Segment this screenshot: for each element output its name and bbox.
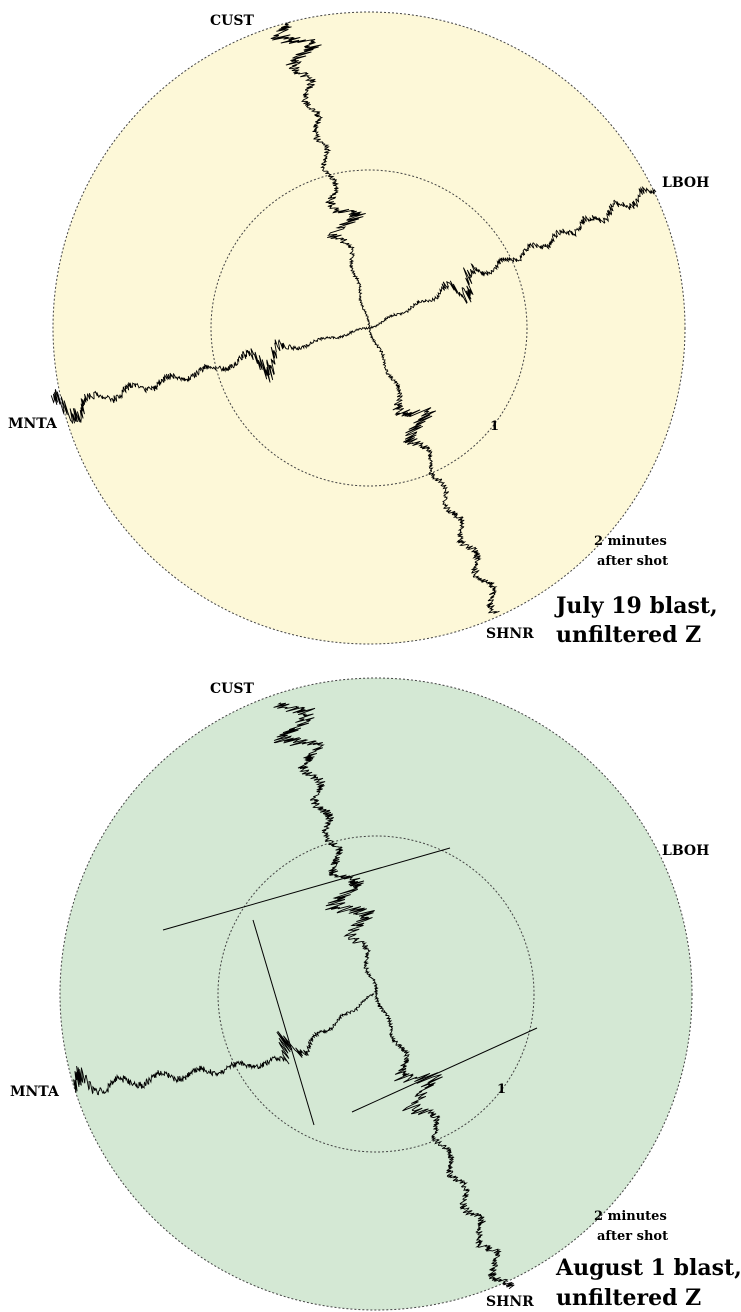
trace-lboh — [368, 185, 657, 329]
panel-title-line2: unfiltered Z — [556, 1285, 701, 1311]
trace-cust — [273, 702, 379, 995]
station-label-south: SHNR — [486, 1294, 534, 1310]
inner-ring-label: 1 — [497, 1082, 506, 1097]
station-label-west: MNTA — [8, 416, 58, 432]
outer-ring-label-line1: 2 minutes — [594, 534, 667, 549]
station-label-west: MNTA — [10, 1084, 60, 1100]
waveform-traces — [50, 21, 657, 614]
outer-ring-label-line1: 2 minutes — [594, 1209, 667, 1224]
trace-shnr — [374, 993, 515, 1290]
inner-ring — [210, 169, 528, 487]
trace-mnta-inner — [276, 993, 375, 1065]
outer-ring-label-line2: after shot — [597, 554, 668, 569]
station-label-east: LBOH — [662, 843, 709, 859]
spike-line-north — [162, 847, 451, 931]
trace-cust — [270, 21, 371, 329]
trace-mnta — [50, 326, 370, 424]
inner-ring-label: 1 — [490, 419, 499, 434]
panel-title-line1: August 1 blast, — [555, 1255, 741, 1281]
panel-title-line2: unfiltered Z — [556, 622, 701, 648]
trace-shnr — [368, 327, 500, 614]
station-label-south: SHNR — [486, 626, 534, 642]
station-label-north: CUST — [210, 13, 254, 29]
station-label-east: LBOH — [662, 175, 709, 191]
panel-july-19: CUST LBOH MNTA SHNR 1 2 minutes after sh… — [8, 11, 718, 648]
waveform-traces — [73, 702, 538, 1290]
station-label-north: CUST — [210, 681, 254, 697]
outer-ring-label-line2: after shot — [597, 1229, 668, 1244]
spike-line-west — [252, 919, 315, 1126]
inner-ring — [217, 835, 535, 1153]
panel-august-1: CUST LBOH MNTA SHNR 1 2 minutes after sh… — [10, 677, 741, 1311]
spike-line-south — [351, 1027, 538, 1113]
panel-title-line1: July 19 blast, — [554, 593, 718, 619]
trace-mnta-outer — [73, 1055, 287, 1096]
